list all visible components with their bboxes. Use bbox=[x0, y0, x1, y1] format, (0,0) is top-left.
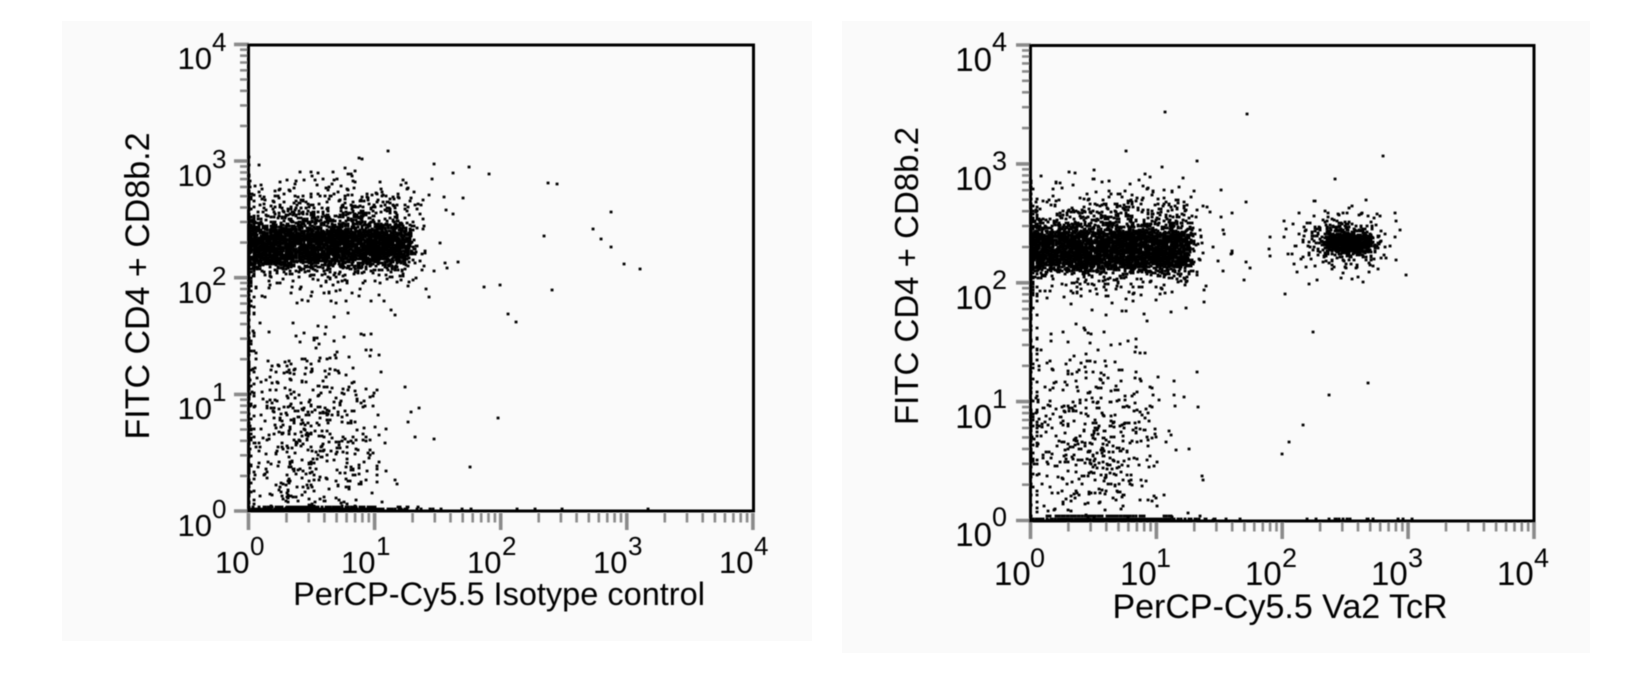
svg-text:10: 10 bbox=[341, 545, 375, 580]
svg-text:4: 4 bbox=[992, 27, 1007, 57]
svg-text:10: 10 bbox=[178, 275, 212, 310]
svg-text:10: 10 bbox=[955, 41, 992, 78]
svg-text:10: 10 bbox=[593, 545, 627, 580]
svg-text:10: 10 bbox=[955, 279, 992, 316]
svg-text:2: 2 bbox=[502, 531, 516, 561]
svg-text:10: 10 bbox=[994, 555, 1031, 592]
svg-text:PerCP-Cy5.5 Va2 TcR: PerCP-Cy5.5 Va2 TcR bbox=[1112, 588, 1447, 626]
svg-text:0: 0 bbox=[250, 531, 264, 561]
svg-text:10: 10 bbox=[215, 545, 249, 580]
svg-text:2: 2 bbox=[1282, 543, 1297, 573]
svg-text:0: 0 bbox=[212, 494, 226, 524]
svg-text:1: 1 bbox=[1156, 543, 1171, 573]
svg-text:2: 2 bbox=[992, 265, 1007, 295]
svg-text:10: 10 bbox=[955, 160, 992, 197]
svg-text:10: 10 bbox=[178, 508, 212, 543]
svg-text:10: 10 bbox=[467, 545, 501, 580]
svg-text:3: 3 bbox=[212, 144, 226, 174]
svg-text:10: 10 bbox=[1120, 555, 1157, 592]
svg-text:FITC CD4 + CD8b.2: FITC CD4 + CD8b.2 bbox=[119, 132, 157, 439]
svg-text:10: 10 bbox=[955, 516, 992, 553]
svg-text:1: 1 bbox=[992, 384, 1007, 414]
svg-text:10: 10 bbox=[1245, 555, 1282, 592]
svg-text:3: 3 bbox=[628, 531, 642, 561]
svg-text:0: 0 bbox=[1030, 543, 1045, 573]
svg-text:FITC CD4 + CD8b.2: FITC CD4 + CD8b.2 bbox=[888, 127, 925, 425]
svg-text:2: 2 bbox=[212, 261, 226, 291]
svg-text:3: 3 bbox=[1408, 543, 1423, 573]
svg-text:4: 4 bbox=[212, 27, 226, 57]
svg-text:10: 10 bbox=[178, 391, 212, 426]
svg-text:10: 10 bbox=[1497, 555, 1534, 592]
svg-text:1: 1 bbox=[376, 531, 390, 561]
svg-text:10: 10 bbox=[178, 41, 212, 76]
svg-text:PerCP-Cy5.5 Isotype control: PerCP-Cy5.5 Isotype control bbox=[293, 576, 705, 612]
svg-text:3: 3 bbox=[992, 146, 1007, 176]
svg-text:4: 4 bbox=[1534, 543, 1549, 573]
svg-text:10: 10 bbox=[1371, 555, 1408, 592]
svg-text:0: 0 bbox=[992, 502, 1007, 532]
svg-text:4: 4 bbox=[754, 531, 768, 561]
svg-text:10: 10 bbox=[178, 158, 212, 193]
svg-text:10: 10 bbox=[719, 545, 753, 580]
svg-text:10: 10 bbox=[955, 398, 992, 435]
svg-text:1: 1 bbox=[212, 377, 226, 407]
